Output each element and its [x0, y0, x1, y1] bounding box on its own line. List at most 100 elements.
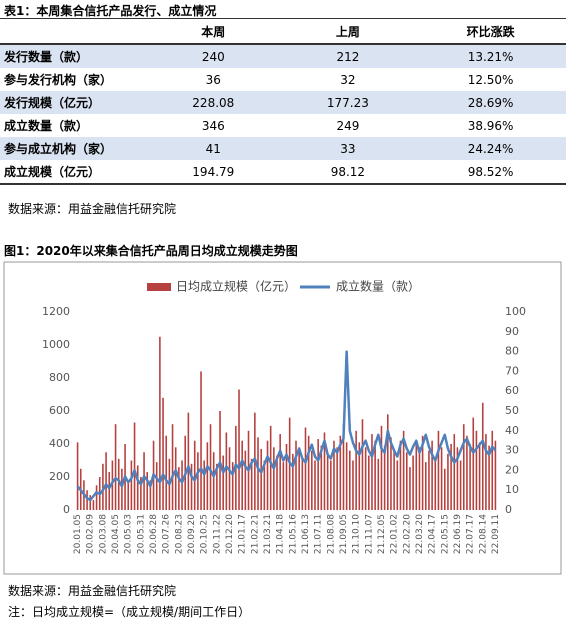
x-tick-label: 21.04.18 [276, 514, 286, 554]
x-tick-label: 22.02.20 [402, 514, 412, 554]
table-row: 成立数量（款） 346 249 38.96% [0, 114, 566, 137]
bar [257, 437, 259, 510]
bar [349, 450, 351, 510]
header-row: 本周 上周 环比涨跌 [0, 20, 566, 45]
x-tick-label: 20.10.25 [200, 514, 210, 554]
table-cell: 28.69% [415, 91, 566, 114]
table-cell: 33 [280, 137, 416, 160]
table-cell: 13.21% [415, 44, 566, 68]
bar [197, 452, 199, 510]
table-cell: 346 [201, 118, 225, 133]
x-tick-label: 21.05.16 [288, 514, 298, 554]
table-title: 表1：本周集合信托产品发行、成立情况 [4, 4, 217, 18]
bar [488, 445, 490, 510]
bar [415, 442, 418, 510]
bar [155, 462, 158, 510]
table-cell: 32 [340, 72, 356, 87]
bar [174, 447, 177, 510]
table-cell: 240 [146, 44, 281, 68]
x-tick-label: 20.06.28 [149, 514, 159, 554]
bar [437, 430, 440, 510]
bar [269, 425, 272, 510]
header-cell [0, 20, 146, 45]
y2-tick-label: 100 [505, 305, 526, 318]
rule [0, 18, 566, 19]
bar [285, 444, 288, 510]
bar [428, 450, 430, 510]
bar [89, 495, 92, 510]
bar [121, 468, 123, 510]
table-cell: 194.79 [146, 160, 281, 185]
bar [304, 427, 307, 510]
bar [352, 460, 354, 510]
bar [447, 453, 449, 510]
bar [456, 447, 459, 510]
bar [450, 444, 452, 510]
bar [453, 434, 456, 510]
bar [383, 445, 386, 510]
bar [434, 458, 437, 510]
bar [336, 447, 338, 510]
bar [469, 444, 471, 510]
bar [396, 460, 399, 510]
bar [355, 430, 357, 510]
table-cell: 249 [336, 118, 360, 133]
table-cell: 41 [146, 137, 281, 160]
bar [209, 424, 212, 510]
y2-tick-label: 90 [505, 325, 519, 338]
bar [282, 462, 285, 510]
bar [326, 452, 329, 510]
bar [136, 465, 139, 510]
bar [380, 425, 383, 510]
bar [377, 458, 380, 510]
table-cell: 成立数量（款） [4, 119, 89, 133]
bar [95, 485, 98, 510]
x-tick-label: 21.07.11 [314, 514, 324, 554]
bar [421, 435, 424, 510]
table-cell: 228.08 [146, 91, 281, 114]
x-tick-label: 21.10.10 [352, 514, 362, 554]
bar [475, 430, 478, 510]
bar [424, 462, 427, 510]
bar [368, 455, 370, 510]
x-tick-label: 21.12.05 [377, 514, 387, 554]
x-tick-label: 20.11.22 [212, 514, 222, 554]
bar [311, 450, 313, 510]
bar [108, 472, 111, 510]
x-tick-label: 21.03.21 [263, 514, 273, 554]
bar [361, 419, 364, 510]
table-row: 参与发行机构（家） 36 32 12.50% [0, 68, 566, 91]
line [76, 350, 497, 502]
bar [405, 452, 408, 510]
bar [371, 434, 373, 510]
table-cell: 177.23 [280, 91, 416, 114]
y-tick-label: 1200 [42, 305, 70, 318]
header-cell: 环比涨跌 [415, 20, 566, 45]
table-cell: 参与发行机构（家） [4, 73, 113, 87]
footer-note: 注：日均成立规模=（成立规模/期间工作日） [8, 605, 251, 619]
x-tick-label: 20.04.05 [111, 514, 121, 554]
bar [250, 458, 253, 510]
bar [133, 422, 136, 510]
bar [358, 442, 361, 510]
bar [333, 440, 335, 510]
bar [238, 389, 240, 510]
bar [228, 447, 231, 510]
bar [260, 448, 262, 510]
bar [393, 448, 395, 510]
bar [273, 447, 275, 510]
bar [105, 452, 107, 510]
y-tick-label: 1000 [42, 338, 70, 351]
bar [485, 434, 487, 510]
bar [76, 442, 79, 510]
bar [178, 467, 180, 510]
legend-label: 成立数量（款） [336, 279, 420, 294]
bar [102, 463, 104, 510]
bar [171, 424, 174, 510]
bar [431, 440, 433, 510]
table-cell: 发行数量（款） [0, 44, 146, 68]
y2-tick-label: 80 [505, 345, 519, 358]
bar [342, 424, 345, 510]
table-cell: 成立规模（亿元） [0, 160, 146, 185]
bar [440, 447, 443, 510]
